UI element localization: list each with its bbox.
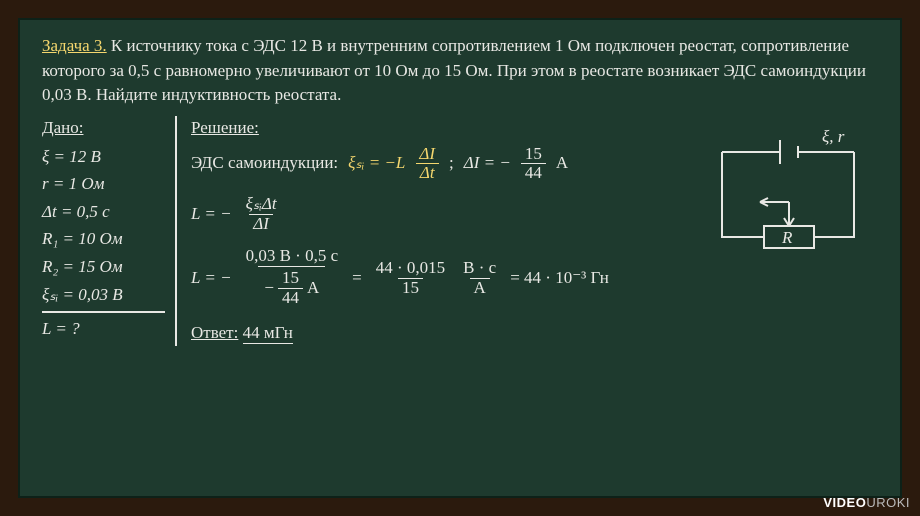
problem-statement: Задача 3. К источнику тока с ЭДС 12 В и … [42, 34, 878, 108]
watermark: VIDEOUROKI [823, 495, 910, 510]
eq1-di-num: 15 [521, 145, 546, 164]
eq1-di-frac: 15 44 [521, 145, 546, 183]
answer-line: Ответ: 44 мГн [191, 321, 878, 346]
eq1-di-lhs: ΔI = − [464, 151, 511, 176]
given-emf: ξ = 12 В [42, 145, 165, 170]
eq3-bot-minus: − [264, 279, 274, 298]
eq2-den: ΔI [249, 214, 273, 234]
eq3-mid-unit-num: В · с [459, 259, 500, 278]
circuit-diagram: ξ, r R [702, 122, 874, 270]
given-dt: Δt = 0,5 с [42, 200, 165, 225]
eq3-bot-frac: 15 44 [278, 269, 303, 307]
eq3-mid-unit-den: А [470, 278, 490, 298]
eq1-lhs: ξₛᵢ = −L [348, 151, 405, 176]
eq3-mid-frac: 44 · 0,015 15 [372, 259, 449, 297]
eq3-mid-num: 44 · 0,015 [372, 259, 449, 278]
circuit-r-label: R [781, 228, 793, 247]
given-esi: ξₛᵢ = 0,03 В [42, 283, 165, 308]
given-r: r = 1 Ом [42, 172, 165, 197]
watermark-rest: UROKI [866, 495, 910, 510]
content-columns: Дано: ξ = 12 В r = 1 Ом Δt = 0,5 с R₁ = … [42, 116, 878, 346]
circuit-emf-label: ξ, r [822, 127, 845, 146]
eq3-mid-den: 15 [398, 278, 423, 298]
eq3-result: = 44 · 10⁻³ Гн [510, 266, 609, 291]
given-r1: R₁ = 10 Ом [42, 227, 165, 252]
eq3-bot-unit: А [307, 279, 319, 298]
eq2-frac: ξₛᵢΔt ΔI [242, 195, 281, 233]
solution-column: Решение: ЭДС самоиндукции: ξₛᵢ = −L ΔI Δ… [177, 116, 878, 346]
eq2-lhs: L = − [191, 202, 232, 227]
given-r2: R₂ = 15 Ом [42, 255, 165, 280]
task-text: К источнику тока с ЭДС 12 В и внутренним… [42, 36, 866, 104]
eq3-top: 0,03 В · 0,5 с [242, 247, 343, 266]
watermark-bold: VIDEO [823, 495, 866, 510]
eq1-frac-num: ΔI [415, 145, 439, 164]
given-title: Дано: [42, 116, 165, 141]
eq3-mid-unit-frac: В · с А [459, 259, 500, 297]
eq2-num: ξₛᵢΔt [242, 195, 281, 214]
eq1-frac: ΔI Δt [415, 145, 439, 183]
eq3-main-frac: 0,03 В · 0,5 с − 15 44 А [242, 247, 343, 309]
answer-value: 44 мГн [243, 323, 293, 344]
eq3-mid-eq1: = [352, 266, 362, 291]
chalkboard: Задача 3. К источнику тока с ЭДС 12 В и … [18, 18, 902, 498]
given-column: Дано: ξ = 12 В r = 1 Ом Δt = 0,5 с R₁ = … [42, 116, 177, 346]
eq1-label: ЭДС самоиндукции: [191, 151, 338, 176]
eq3-bot-den: 44 [278, 288, 303, 308]
eq1-frac-den: Δt [416, 163, 439, 183]
eq3-bottom: − 15 44 А [258, 266, 325, 309]
given-find: L = ? [42, 311, 165, 342]
eq1-di-unit: А [556, 151, 568, 176]
eq3-lhs: L = − [191, 266, 232, 291]
task-label: Задача 3. [42, 36, 107, 55]
answer-label: Ответ: [191, 323, 238, 342]
eq3-bot-num: 15 [278, 269, 303, 288]
eq1-sep: ; [449, 151, 454, 176]
eq1-di-den: 44 [521, 163, 546, 183]
wooden-frame: Задача 3. К источнику тока с ЭДС 12 В и … [0, 0, 920, 516]
